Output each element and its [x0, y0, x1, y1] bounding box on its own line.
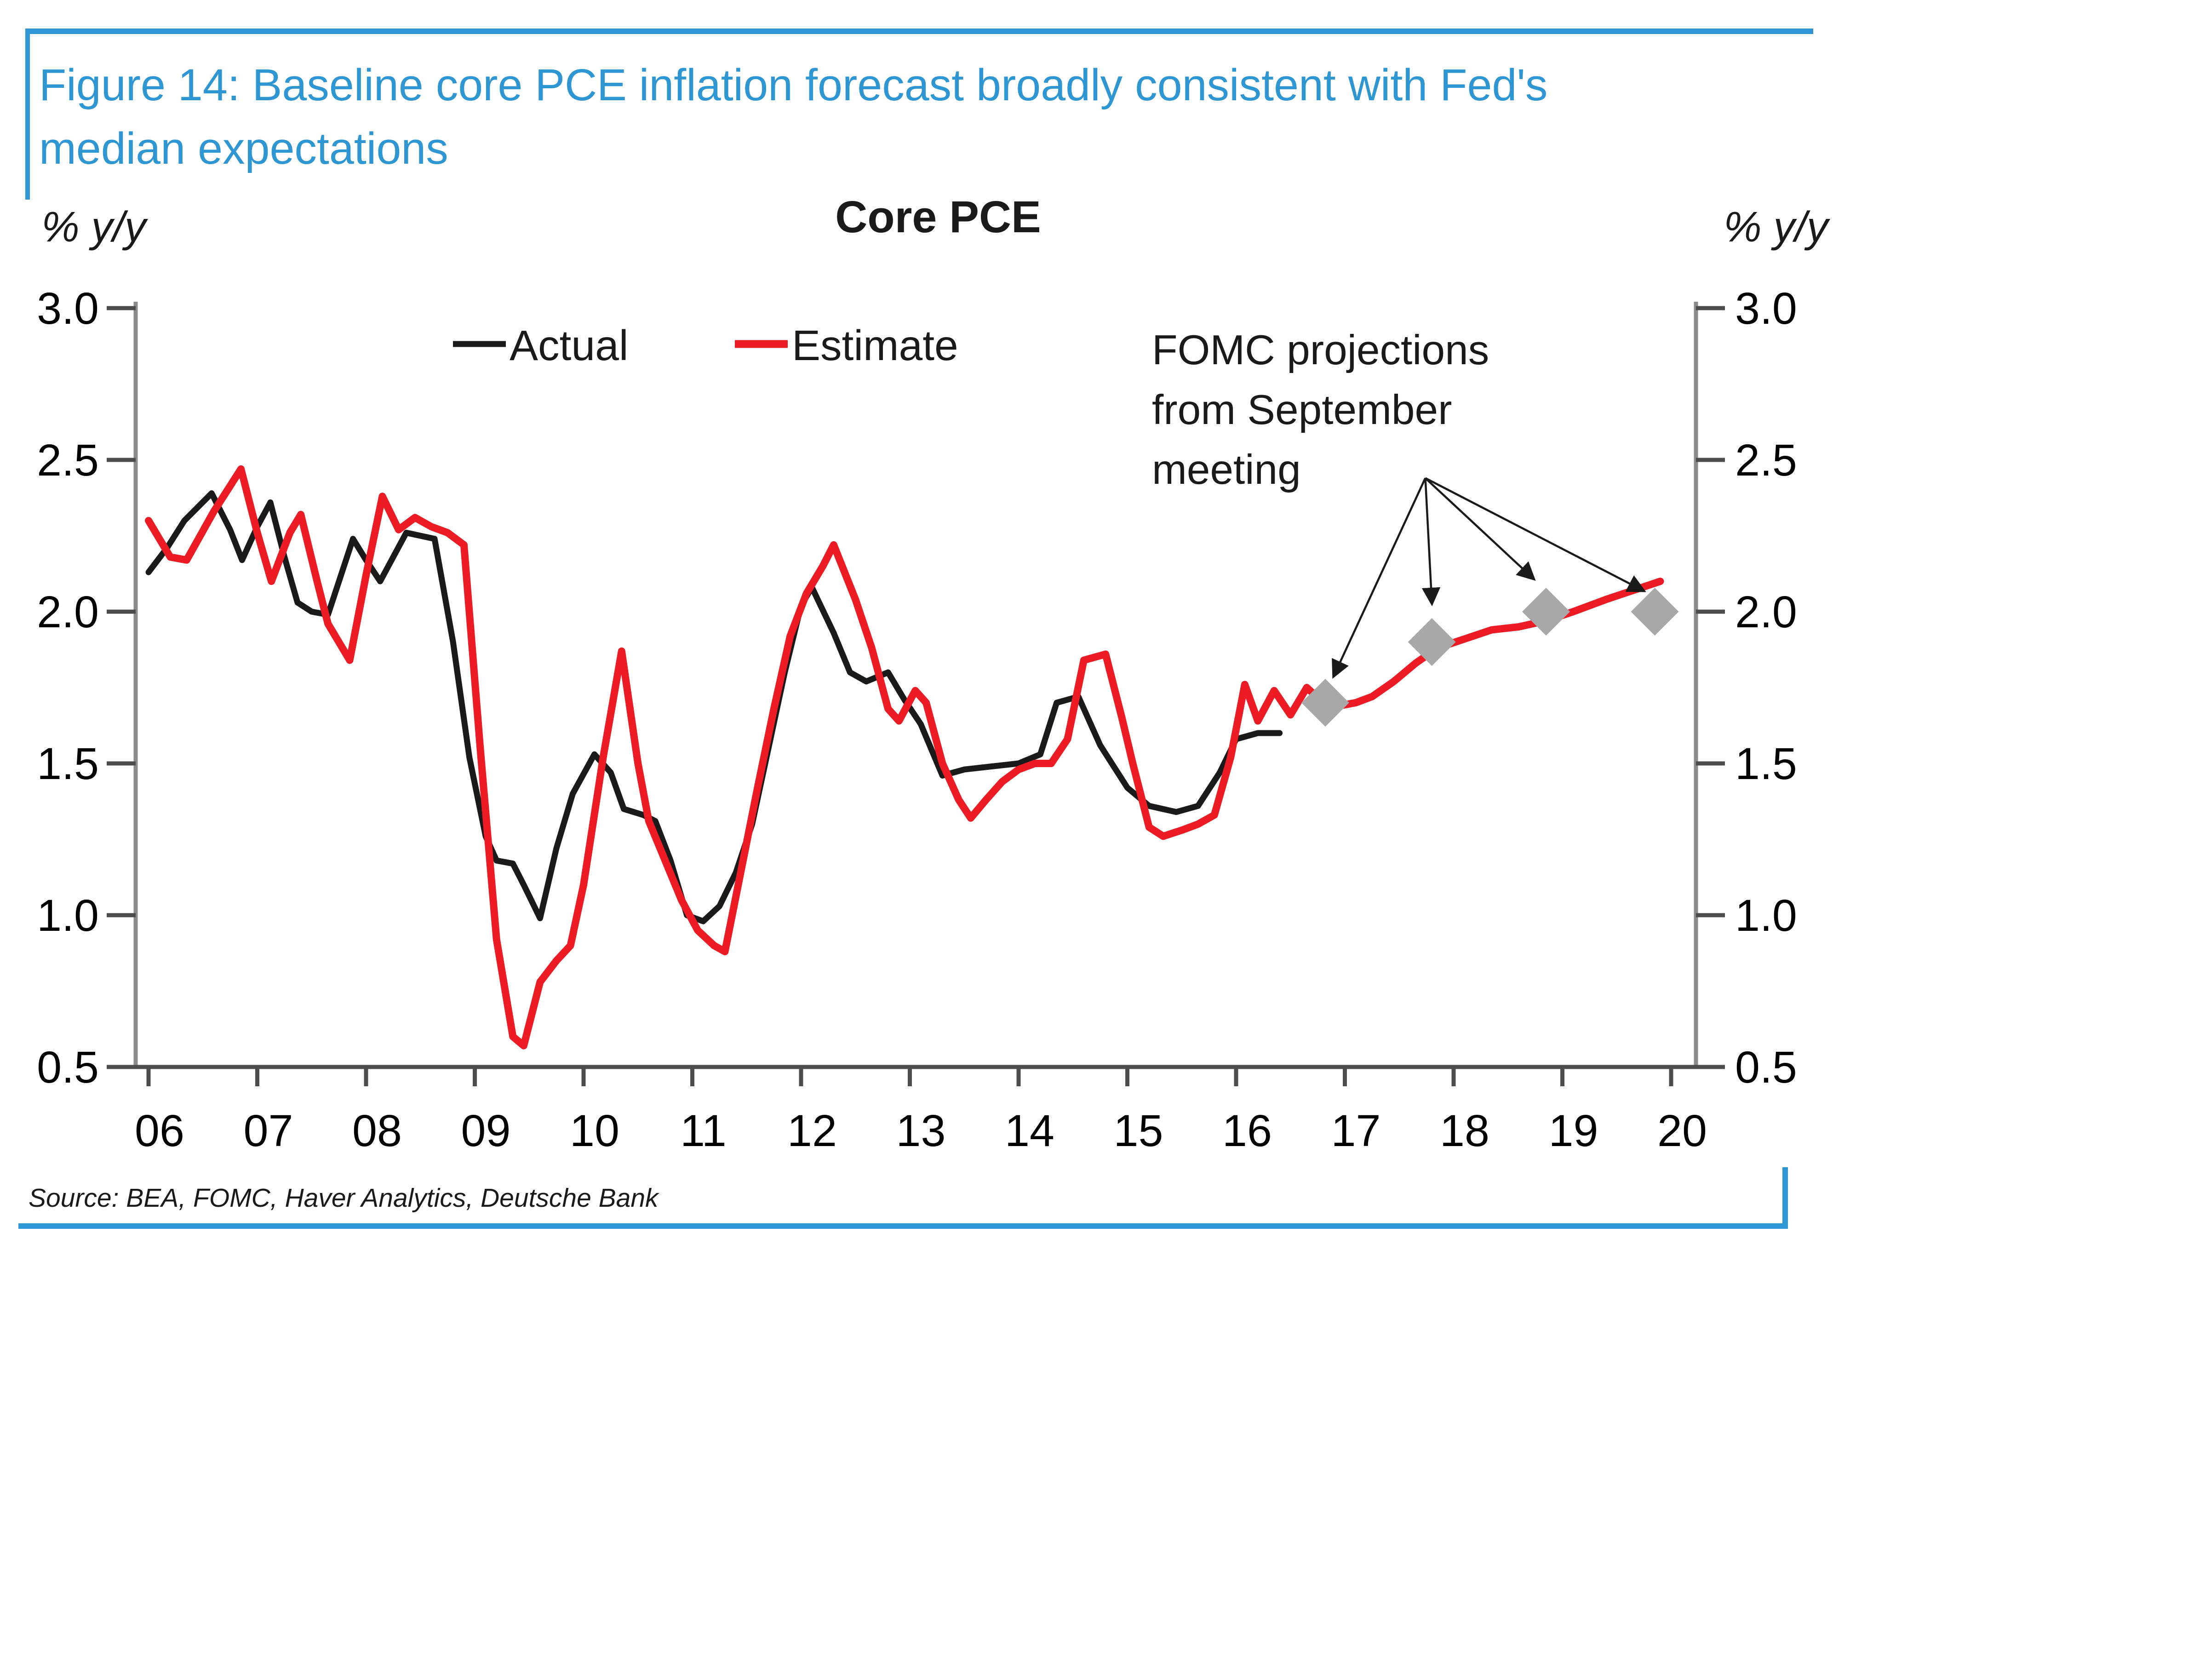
series-actual	[145, 490, 1283, 924]
annotation-arrow	[1424, 477, 1536, 581]
bottom-border	[18, 1223, 1788, 1229]
figure-title-line2: median expectations	[39, 123, 448, 173]
y-axis-unit-right: % y/y	[1724, 203, 1831, 251]
left-border	[25, 29, 30, 200]
y-axis-unit-left: % y/y	[41, 203, 149, 251]
x-tick-label: 15	[1114, 1106, 1163, 1156]
y-tick-label-left: 0.5	[37, 1042, 99, 1092]
fomc-annotation: FOMC projections from September meeting	[1152, 327, 1489, 493]
source-note: Source: BEA, FOMC, Haver Analytics, Deut…	[29, 1183, 659, 1213]
y-tick-label-right: 2.5	[1735, 435, 1797, 485]
figure-title-line1: Figure 14: Baseline core PCE inflation f…	[39, 60, 1547, 110]
chart-title: Core PCE	[835, 192, 1041, 242]
y-tick-label-left: 2.0	[37, 587, 99, 637]
fomc-projection-diamond	[1301, 679, 1349, 727]
x-tick-label: 06	[135, 1106, 184, 1156]
annotation-line2: from September	[1152, 387, 1452, 433]
y-tick-label-right: 3.0	[1735, 283, 1797, 333]
x-tick-label: 19	[1549, 1106, 1598, 1156]
legend: Actual Estimate	[453, 321, 958, 369]
annotation-line1: FOMC projections	[1152, 327, 1489, 373]
x-tick-label: 20	[1657, 1106, 1707, 1156]
x-tick-label: 17	[1331, 1106, 1381, 1156]
series-estimate	[145, 465, 1664, 1049]
x-tick-label: 07	[244, 1106, 293, 1156]
y-tick-label-left: 1.5	[37, 739, 99, 789]
x-tick-label: 08	[352, 1106, 402, 1156]
y-tick-label-right: 0.5	[1735, 1042, 1797, 1092]
fomc-projection-diamond	[1522, 588, 1570, 636]
x-tick-label: 14	[1005, 1106, 1054, 1156]
annotation-line3: meeting	[1152, 447, 1301, 493]
legend-actual-label: Actual	[510, 321, 628, 369]
x-tick-label: 09	[461, 1106, 511, 1156]
y-tick-label-left: 1.0	[37, 890, 99, 940]
annotation-arrow	[1332, 477, 1426, 679]
fomc-projection-diamond	[1408, 618, 1456, 666]
plot-area: 3.0 3.0 2.5 2.5 2.0 2.0 1.5 1.5 1.0 1.0 0.5 0.5 06 07…	[37, 283, 1797, 1156]
x-tick-label: 16	[1222, 1106, 1272, 1156]
legend-estimate-label: Estimate	[792, 321, 958, 369]
annotation-arrow	[1425, 477, 1646, 592]
y-tick-label-right: 1.0	[1735, 890, 1797, 940]
y-tick-label-right: 1.5	[1735, 739, 1797, 789]
bottom-right-border	[1782, 1167, 1788, 1229]
y-tick-label-left: 2.5	[37, 435, 99, 485]
x-tick-label: 10	[570, 1106, 619, 1156]
y-tick-label-right: 2.0	[1735, 587, 1797, 637]
x-tick-label: 18	[1440, 1106, 1489, 1156]
x-tick-label: 11	[680, 1106, 727, 1156]
fomc-projection-diamond	[1631, 588, 1679, 636]
x-tick-label: 12	[787, 1106, 837, 1156]
y-tick-label-left: 3.0	[37, 283, 99, 333]
annotation-arrow	[1421, 478, 1441, 607]
x-tick-label: 13	[896, 1106, 946, 1156]
top-border	[25, 29, 1813, 34]
